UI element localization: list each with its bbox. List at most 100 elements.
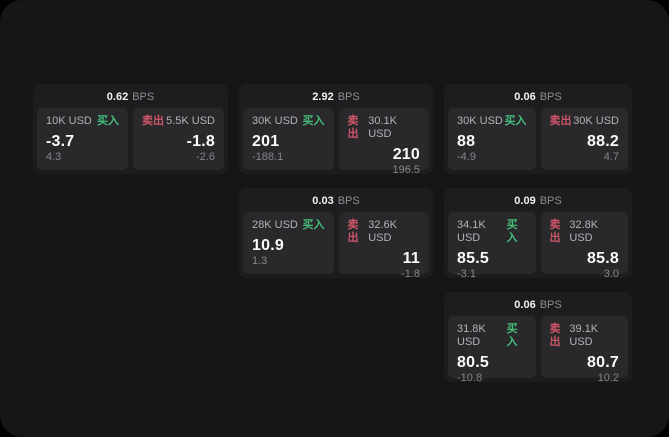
sell-delta: 3.0 [603, 268, 619, 280]
buy-label: 买入 [504, 115, 527, 127]
buy-label: 买入 [506, 323, 518, 348]
sell-quote-tile[interactable]: 卖出 30K USD 88.2 4.7 [540, 108, 628, 170]
quote-panels: 34.1K USD 买入 85.5 -3.1 卖出 32.8K USD 85.8… [448, 212, 628, 280]
sell-price: 88.2 [587, 133, 619, 150]
buy-price: 201 [252, 133, 280, 150]
buy-quote-tile[interactable]: 30K USD 买入 201 -188.1 [243, 108, 334, 170]
buy-tile-header: 10K USD 买入 [46, 115, 119, 128]
sell-label: 卖出 [549, 323, 561, 348]
bps-value: 0.06 [514, 299, 536, 311]
buy-quote-tile[interactable]: 30K USD 买入 88 -4.9 [448, 108, 536, 170]
buy-amount: 30K USD [252, 115, 298, 127]
sell-price: 80.7 [587, 354, 619, 371]
sell-quote-tile[interactable]: 卖出 5.5K USD -1.8 -2.6 [133, 108, 224, 170]
sell-amount: 30K USD [573, 115, 619, 127]
sell-tile-header: 卖出 32.6K USD [348, 219, 421, 245]
bps-header: 0.06 BPS [448, 297, 628, 313]
bps-value: 2.92 [312, 91, 334, 103]
quote-card-3: 0.06 BPS 30K USD 买入 88 -4.9 卖出 30K USD [444, 84, 632, 174]
sell-delta: 196.5 [392, 164, 420, 176]
sell-delta: 10.2 [597, 372, 619, 384]
bps-unit-label: BPS [337, 195, 360, 207]
buy-amount: 34.1K USD [457, 219, 486, 244]
buy-delta: -3.1 [457, 268, 476, 280]
sell-quote-tile[interactable]: 卖出 32.6K USD 11 -1.8 [338, 212, 429, 280]
buy-tile-header: 34.1K USD 买入 [457, 219, 527, 245]
bps-header: 0.03 BPS [243, 193, 429, 209]
sell-label: 卖出 [347, 115, 359, 140]
sell-tile-header: 卖出 32.8K USD [550, 219, 620, 245]
sell-quote-tile[interactable]: 卖出 32.8K USD 85.8 3.0 [540, 212, 628, 280]
buy-delta: 4.3 [46, 151, 62, 163]
buy-label: 买入 [302, 115, 325, 127]
buy-amount: 30K USD [457, 115, 503, 127]
bps-unit-label: BPS [337, 91, 360, 103]
sell-amount: 30.1K USD [368, 115, 397, 140]
buy-label: 买入 [302, 219, 325, 231]
bps-header: 0.62 BPS [37, 89, 224, 105]
sell-amount: 32.6K USD [368, 219, 397, 244]
bps-header: 0.09 BPS [448, 193, 628, 209]
buy-tile-header: 28K USD 买入 [252, 219, 325, 232]
bps-value: 0.09 [514, 195, 536, 207]
buy-price: 85.5 [457, 250, 489, 267]
buy-tile-header: 30K USD 买入 [252, 115, 325, 128]
sell-price: 85.8 [587, 250, 619, 267]
buy-quote-tile[interactable]: 10K USD 买入 -3.7 4.3 [37, 108, 128, 170]
buy-label: 买入 [97, 115, 119, 127]
sell-label: 卖出 [347, 219, 359, 244]
sell-amount: 32.8K USD [569, 219, 599, 244]
buy-price: 88 [457, 133, 476, 150]
buy-amount: 31.8K USD [457, 323, 486, 348]
quote-panels: 28K USD 买入 10.9 1.3 卖出 32.6K USD 11 -1.8 [243, 212, 429, 280]
buy-delta: 1.3 [252, 255, 268, 267]
sell-label: 卖出 [549, 115, 572, 127]
bps-value: 0.03 [312, 195, 334, 207]
sell-tile-header: 卖出 30.1K USD [348, 115, 421, 141]
sell-delta: 4.7 [603, 151, 619, 163]
bps-unit-label: BPS [132, 91, 155, 103]
bps-value: 0.06 [514, 91, 536, 103]
buy-tile-header: 31.8K USD 买入 [457, 323, 527, 349]
sell-amount: 39.1K USD [569, 323, 599, 348]
sell-tile-header: 卖出 30K USD [550, 115, 620, 128]
sell-delta: -2.6 [196, 151, 215, 163]
buy-amount: 10K USD [46, 115, 92, 127]
sell-price: 210 [392, 146, 420, 163]
buy-delta: -4.9 [457, 151, 476, 163]
bps-header: 0.06 BPS [448, 89, 628, 105]
quote-card-5: 0.09 BPS 34.1K USD 买入 85.5 -3.1 卖出 32.8K… [444, 188, 632, 280]
quote-panels: 10K USD 买入 -3.7 4.3 卖出 5.5K USD -1.8 -2.… [37, 108, 224, 170]
buy-price: -3.7 [46, 133, 75, 150]
bps-header: 2.92 BPS [243, 89, 429, 105]
sell-price: 11 [402, 250, 420, 267]
sell-quote-tile[interactable]: 卖出 30.1K USD 210 196.5 [338, 108, 429, 176]
quote-panels: 30K USD 买入 88 -4.9 卖出 30K USD 88.2 4.7 [448, 108, 628, 170]
quote-card-2: 2.92 BPS 30K USD 买入 201 -188.1 卖出 30.1K … [239, 84, 433, 176]
buy-delta: -10.8 [457, 372, 483, 384]
sell-delta: -1.8 [401, 268, 420, 280]
sell-quote-tile[interactable]: 卖出 39.1K USD 80.7 10.2 [540, 316, 628, 384]
bps-value: 0.62 [106, 91, 129, 103]
quote-card-6: 0.06 BPS 31.8K USD 买入 80.5 -10.8 卖出 39.1… [444, 292, 632, 384]
buy-delta: -188.1 [252, 151, 284, 163]
bps-unit-label: BPS [539, 195, 562, 207]
bps-unit-label: BPS [539, 299, 562, 311]
quote-card-1: 0.62 BPS 10K USD 买入 -3.7 4.3 卖出 5.5K USD [33, 84, 228, 174]
sell-tile-header: 卖出 39.1K USD [550, 323, 620, 349]
quote-panels: 31.8K USD 买入 80.5 -10.8 卖出 39.1K USD 80.… [448, 316, 628, 384]
sell-label: 卖出 [142, 115, 164, 127]
sell-price: -1.8 [186, 133, 215, 150]
sell-tile-header: 卖出 5.5K USD [142, 115, 215, 128]
buy-price: 10.9 [252, 237, 284, 254]
buy-price: 80.5 [457, 354, 489, 371]
sell-amount: 5.5K USD [166, 115, 215, 127]
buy-quote-tile[interactable]: 31.8K USD 买入 80.5 -10.8 [448, 316, 536, 384]
buy-quote-tile[interactable]: 28K USD 买入 10.9 1.3 [243, 212, 334, 274]
buy-label: 买入 [506, 219, 518, 244]
buy-quote-tile[interactable]: 34.1K USD 买入 85.5 -3.1 [448, 212, 536, 280]
bps-unit-label: BPS [539, 91, 562, 103]
buy-tile-header: 30K USD 买入 [457, 115, 527, 128]
